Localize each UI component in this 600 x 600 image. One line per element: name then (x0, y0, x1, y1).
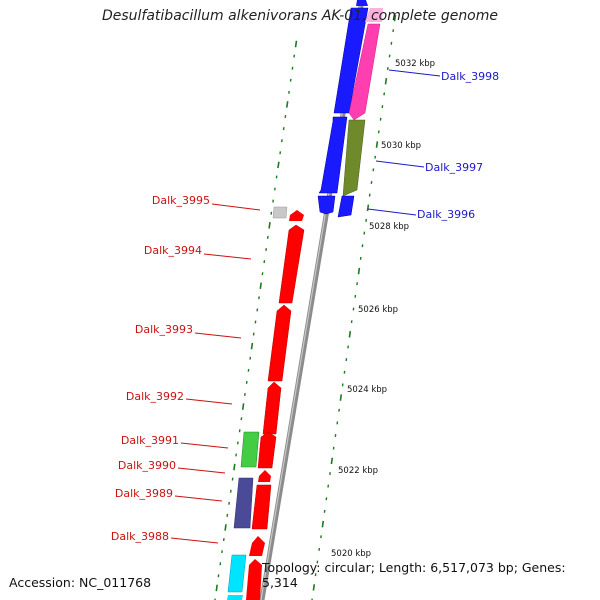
major-tick (260, 283, 261, 289)
gene-label-dalk-3996: Dalk_3996 (417, 208, 475, 221)
major-tick (359, 268, 360, 274)
gene-block (319, 117, 347, 193)
gene-block (227, 595, 243, 600)
gene-dalk-3996 (338, 196, 354, 217)
gene-label-dalk-3998: Dalk_3998 (441, 70, 499, 83)
leader-dalk-3988 (171, 538, 218, 543)
gene-label-dalk-3993: Dalk_3993 (135, 323, 193, 336)
gene-block (246, 559, 262, 600)
gene-dalk-3993 (268, 305, 291, 381)
major-tick (340, 394, 341, 400)
leader-dalk-3993 (195, 333, 241, 338)
gene-label-dalk-3989: Dalk_3989 (115, 487, 173, 500)
gene-dalk-3995 (273, 207, 287, 218)
leader-dalk-3991 (181, 443, 228, 448)
leader-dalk-3992 (186, 399, 232, 404)
gene-label-dalk-3997: Dalk_3997 (425, 161, 483, 174)
gene-block (258, 470, 271, 482)
leader-dalk-3998 (389, 70, 440, 76)
major-tick (377, 141, 378, 147)
gene-dalk-3988 (252, 485, 271, 529)
leader-dalk-3995 (212, 204, 260, 210)
major-tick (216, 585, 217, 591)
gene-dalk-3997 (343, 120, 365, 196)
accession-text: Accession: NC_011768 (9, 575, 151, 590)
kbp-label: 5032 kbp (395, 59, 435, 69)
gene-block (318, 196, 335, 214)
kbp-label: 5022 kbp (338, 466, 378, 476)
gene-label-dalk-3994: Dalk_3994 (144, 244, 202, 257)
gene-label-dalk-3990: Dalk_3990 (118, 459, 176, 472)
major-tick (368, 205, 369, 211)
map-title: Desulfatibacillum alkenivorans AK-01, co… (0, 8, 600, 24)
major-tick (296, 41, 297, 47)
gene-dalk-3992 (263, 382, 281, 434)
gene-label-dalk-3992: Dalk_3992 (126, 390, 184, 403)
leader-dalk-3994 (204, 254, 251, 259)
major-tick (269, 222, 270, 228)
gene-block (228, 555, 246, 592)
major-tick (349, 331, 350, 337)
kbp-label: 5020 kbp (331, 549, 371, 559)
leader-dalk-3990 (178, 468, 225, 473)
major-tick (287, 101, 288, 107)
gene-block (249, 536, 265, 556)
major-tick (278, 162, 279, 168)
gene-block (356, 0, 368, 6)
kbp-label: 5030 kbp (381, 141, 421, 151)
gene-dalk-3989 (234, 478, 253, 528)
major-tick (322, 521, 323, 527)
gene-label-dalk-3991: Dalk_3991 (121, 434, 179, 447)
gene-label-dalk-3995: Dalk_3995 (152, 194, 210, 207)
kbp-label: 5028 kbp (369, 222, 409, 232)
major-tick (234, 464, 235, 470)
leader-dalk-3996 (368, 209, 416, 215)
genome-summary-text: Topology: circular; Length: 6,517,073 bp… (262, 560, 600, 590)
major-tick (225, 524, 226, 530)
major-tick (243, 403, 244, 409)
gene-dalk-3995-arrow (289, 210, 304, 221)
kbp-label: 5026 kbp (358, 305, 398, 315)
major-tick (331, 458, 332, 464)
leader-dalk-3989 (175, 496, 222, 501)
kbp-label: 5024 kbp (347, 385, 387, 395)
gene-dalk-3990 (258, 432, 276, 468)
leader-dalk-3997 (376, 161, 424, 167)
major-tick (386, 78, 387, 84)
major-tick (252, 343, 253, 349)
gene-dalk-3994 (279, 225, 304, 303)
gene-label-dalk-3988: Dalk_3988 (111, 530, 169, 543)
gene-dalk-3991 (241, 432, 259, 467)
